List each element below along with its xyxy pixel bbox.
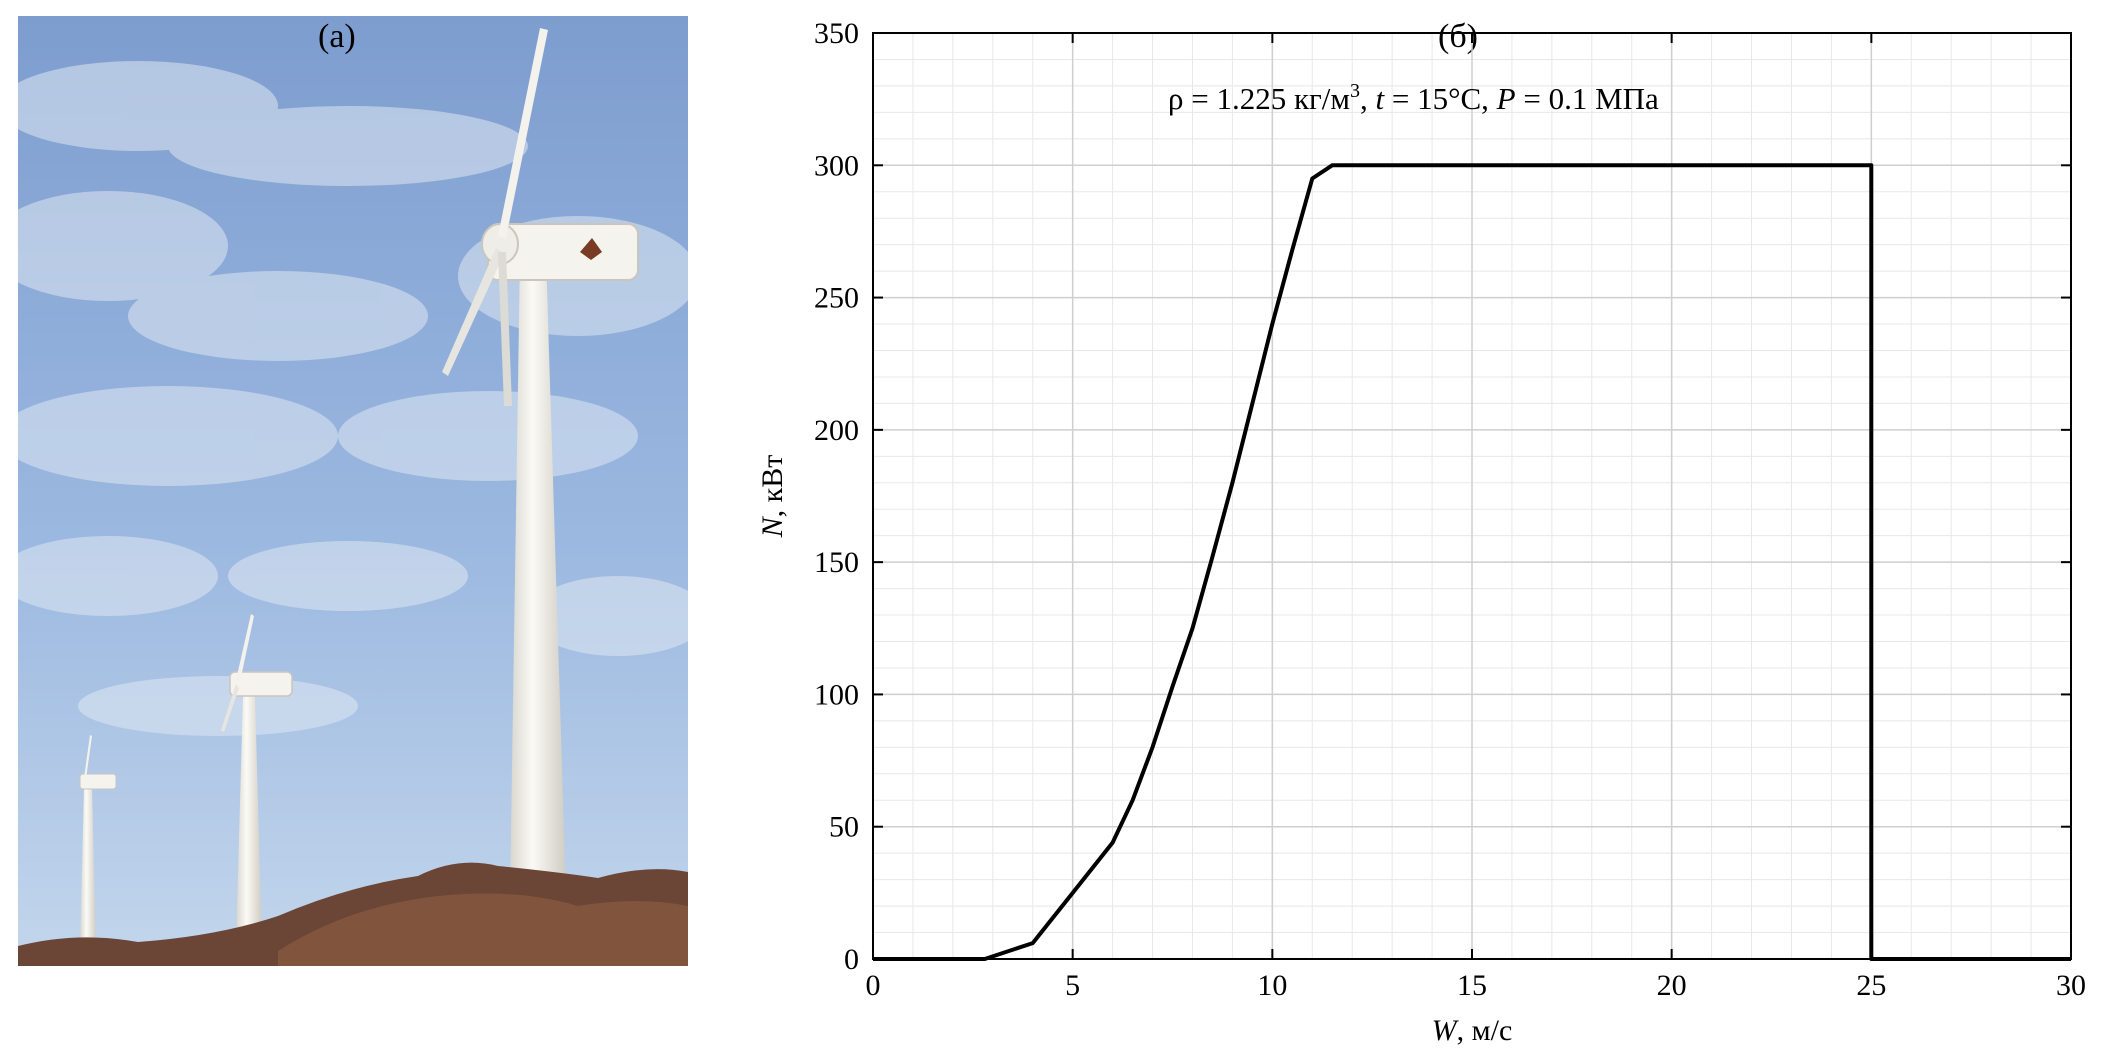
title-sep: , <box>1360 81 1376 116</box>
y-tick-labels: 0 50 100 150 200 250 300 350 <box>814 17 859 976</box>
x-tick-label: 0 <box>866 969 881 1002</box>
title-t-value: = 15°C, <box>1384 81 1497 116</box>
grid-major <box>872 32 2072 960</box>
x-tick-label: 15 <box>1457 969 1487 1002</box>
turbine-medium <box>221 614 293 946</box>
title-rho-exponent: 3 <box>1350 80 1360 102</box>
x-axis-unit: , м/с <box>1457 1014 1513 1047</box>
x-tick-label: 30 <box>2056 969 2086 1002</box>
y-axis-symbol: N <box>756 515 789 538</box>
x-axis-label: W, м/с <box>1432 1014 1513 1047</box>
photo-panel-label: (а) <box>318 18 356 55</box>
power-curve-line <box>873 163 2071 961</box>
x-axis-symbol: W <box>1432 1014 1460 1047</box>
y-tick-label: 0 <box>844 943 859 976</box>
turbine-large <box>442 28 639 896</box>
title-t-symbol: t <box>1375 81 1385 116</box>
y-tick-label: 350 <box>814 17 859 50</box>
chart-title: ρ = 1.225 кг/м3, t = 15°C, P = 0.1 МПа <box>1168 80 1659 116</box>
y-tick-label: 150 <box>814 546 859 579</box>
y-axis-unit: , кВт <box>756 455 789 518</box>
title-rho: ρ = 1.225 кг/м <box>1168 81 1350 116</box>
turbine-small <box>79 735 117 951</box>
y-tick-label: 100 <box>814 678 859 711</box>
y-tick-label: 50 <box>829 811 859 844</box>
x-tick-label: 5 <box>1065 969 1080 1002</box>
y-axis-label: N, кВт <box>756 455 789 539</box>
y-tick-label: 200 <box>814 414 859 447</box>
y-tick-label: 300 <box>814 149 859 182</box>
title-p-symbol: P <box>1496 81 1516 116</box>
x-tick-label: 20 <box>1657 969 1687 1002</box>
x-tick-label: 10 <box>1257 969 1287 1002</box>
y-tick-label: 250 <box>814 282 859 315</box>
wind-turbine-photo <box>18 16 688 966</box>
x-tick-labels: 0 5 10 15 20 25 30 <box>866 969 2087 1002</box>
x-tick-label: 25 <box>1856 969 1886 1002</box>
title-p-value: = 0.1 МПа <box>1516 81 1659 116</box>
